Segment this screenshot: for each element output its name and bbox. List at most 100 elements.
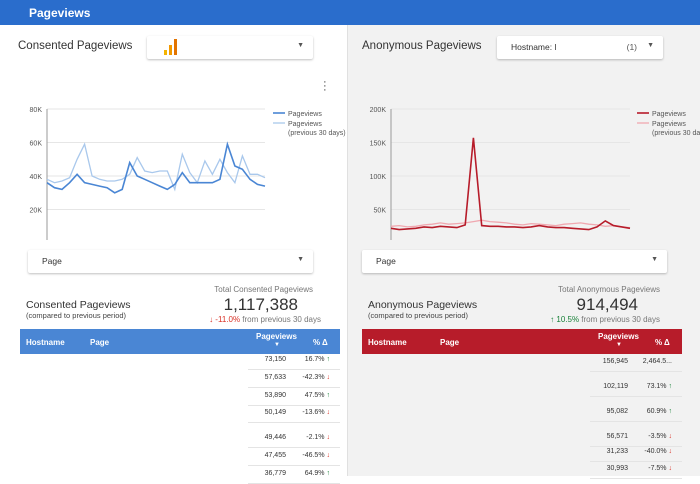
arrow-up-icon: ↑ (666, 383, 672, 390)
pct-change-value: 60.9% ↑ (646, 408, 672, 415)
col-pct-change[interactable]: % Δ (655, 338, 670, 347)
kpi-delta-anonymous: ↑ 10.5% from previous 30 days (550, 315, 660, 324)
table-row[interactable]: 56,571 -3.5% ↓ (362, 433, 682, 445)
pageviews-value: 56,571 (606, 433, 628, 440)
row-separator (590, 421, 682, 422)
consented-panel: Consented Pageviews ▼ ··· 020K40K60K80KJ… (0, 25, 348, 484)
page-filter-right[interactable]: Page ▼ (362, 250, 667, 273)
table-row[interactable]: 102,119 73.1% ↑ (362, 383, 682, 395)
sort-desc-icon[interactable]: ▼ (616, 342, 622, 348)
row-separator (248, 387, 340, 388)
legend-label-previous: Pageviews(previous 30 days) (288, 121, 346, 137)
table-row[interactable]: 49,446 -2.1% ↓ (20, 434, 340, 446)
table-row[interactable]: 31,233 -40.0% ↓ (362, 448, 682, 460)
section-title-consented: Consented Pageviews (26, 299, 131, 311)
more-options-icon[interactable]: · · · (323, 76, 327, 96)
chevron-down-icon: ▼ (647, 42, 654, 49)
pageviews-value: 47,455 (264, 452, 286, 459)
pageviews-value: 53,890 (264, 392, 286, 399)
table-row[interactable]: 30,993 -7.5% ↓ (362, 465, 682, 477)
series-line-current[interactable] (46, 141, 266, 194)
chevron-down-icon: ▼ (297, 256, 304, 263)
col-pct-change[interactable]: % Δ (313, 338, 328, 347)
pct-change-value: -13.6% ↓ (302, 409, 330, 416)
row-separator (590, 446, 682, 447)
legend-label-previous: Pageviews(previous 30 days) (652, 121, 700, 137)
kpi-value-anonymous: 914,494 (576, 295, 638, 314)
kpi-label-anonymous: Total Anonymous Pageviews (558, 285, 660, 294)
pct-change-value: 2,464.5... (642, 358, 672, 365)
chevron-down-icon: ▼ (651, 256, 658, 263)
table-row[interactable]: 73,150 16.7% ↑ (20, 356, 340, 368)
section-title-anonymous: Anonymous Pageviews (368, 299, 478, 311)
table-row[interactable]: 53,890 47.5% ↑ (20, 392, 340, 404)
anonymous-line-chart: 050K100K150K200KJul 8Jul 12Jul 16Jul 20J… (370, 107, 700, 240)
pageviews-value: 49,446 (264, 434, 286, 441)
y-tick-label: 200K (370, 107, 387, 114)
table-header-anonymous: Hostname Page Pageviews ▼ % Δ (362, 329, 682, 354)
series-line-previous[interactable] (46, 142, 266, 192)
pct-change-value: 64.9% ↑ (304, 470, 330, 477)
arrow-down-icon: ↓ (324, 374, 330, 381)
col-hostname[interactable]: Hostname (26, 338, 65, 347)
row-separator (248, 405, 340, 406)
kpi-value-consented: 1,117,388 (223, 295, 298, 314)
kpi-delta-consented: ↓ -11.0% from previous 30 days (209, 315, 321, 324)
table-row[interactable]: 156,945 2,464.5... (362, 358, 682, 370)
col-page[interactable]: Page (440, 338, 460, 347)
series-line-previous[interactable] (390, 219, 631, 229)
pct-change-value: -46.5% ↓ (302, 452, 330, 459)
report-title: Pageviews (29, 6, 91, 20)
col-pageviews[interactable]: Pageviews (598, 332, 639, 341)
table-row[interactable]: 57,633 -42.3% ↓ (20, 374, 340, 386)
kpi-label-consented: Total Consented Pageviews (214, 285, 313, 294)
sort-desc-icon[interactable]: ▼ (274, 342, 280, 348)
arrow-down-icon: ↓ (666, 448, 672, 455)
legend-label-current: Pageviews (288, 111, 322, 118)
pct-change-value: -42.3% ↓ (302, 374, 330, 381)
col-pageviews[interactable]: Pageviews (256, 332, 297, 341)
row-separator (590, 478, 682, 479)
table-row[interactable]: 36,779 64.9% ↑ (20, 470, 340, 482)
series-line-current[interactable] (390, 137, 631, 231)
pct-change-value: 73.1% ↑ (646, 383, 672, 390)
y-tick-label: 40K (30, 174, 43, 181)
arrow-down-icon: ↓ (324, 434, 330, 441)
pageviews-value: 57,633 (264, 374, 286, 381)
chevron-down-icon: ▼ (297, 42, 304, 49)
table-row[interactable]: 50,149 -13.6% ↓ (20, 409, 340, 421)
consented-chart-title: Consented Pageviews (18, 40, 133, 52)
pct-change-value: -7.5% ↓ (648, 465, 672, 472)
pct-change-value: 47.5% ↑ (304, 392, 330, 399)
pageviews-value: 73,150 (264, 356, 286, 363)
metric-selector[interactable]: ▼ (147, 36, 313, 59)
hostname-filter[interactable]: Hostname: l (1) ▼ (497, 36, 663, 59)
y-tick-label: 60K (30, 141, 43, 148)
panel-divider (347, 25, 348, 476)
bar-chart-icon (164, 39, 177, 55)
arrow-up-icon: ↑ (324, 470, 330, 477)
y-tick-label: 50K (374, 208, 387, 215)
row-separator (590, 371, 682, 372)
y-tick-label: 150K (370, 141, 387, 148)
pageviews-value: 102,119 (603, 383, 628, 390)
y-tick-label: 20K (30, 208, 43, 215)
arrow-up-icon: ↑ (666, 408, 672, 415)
pct-change-value: -3.5% ↓ (648, 433, 672, 440)
arrow-down-icon: ↓ (324, 409, 330, 416)
row-separator (590, 396, 682, 397)
table-row[interactable]: 47,455 -46.5% ↓ (20, 452, 340, 464)
row-separator (248, 465, 340, 466)
consented-line-chart: 020K40K60K80KJul 8Jul 12Jul 16Jul 20Jul … (30, 107, 346, 240)
pct-change-value: -2.1% ↓ (306, 434, 330, 441)
pageviews-value: 50,149 (264, 409, 286, 416)
row-separator (248, 447, 340, 448)
col-page[interactable]: Page (90, 338, 110, 347)
anonymous-panel: Anonymous Pageviews Hostname: l (1) ▼ 05… (348, 25, 700, 479)
y-tick-label: 100K (370, 174, 387, 181)
page-filter-left[interactable]: Page ▼ (28, 250, 313, 273)
arrow-up-icon: ↑ (324, 356, 330, 363)
pageviews-value: 36,779 (264, 470, 286, 477)
table-row[interactable]: 95,082 60.9% ↑ (362, 408, 682, 420)
col-hostname[interactable]: Hostname (368, 338, 407, 347)
